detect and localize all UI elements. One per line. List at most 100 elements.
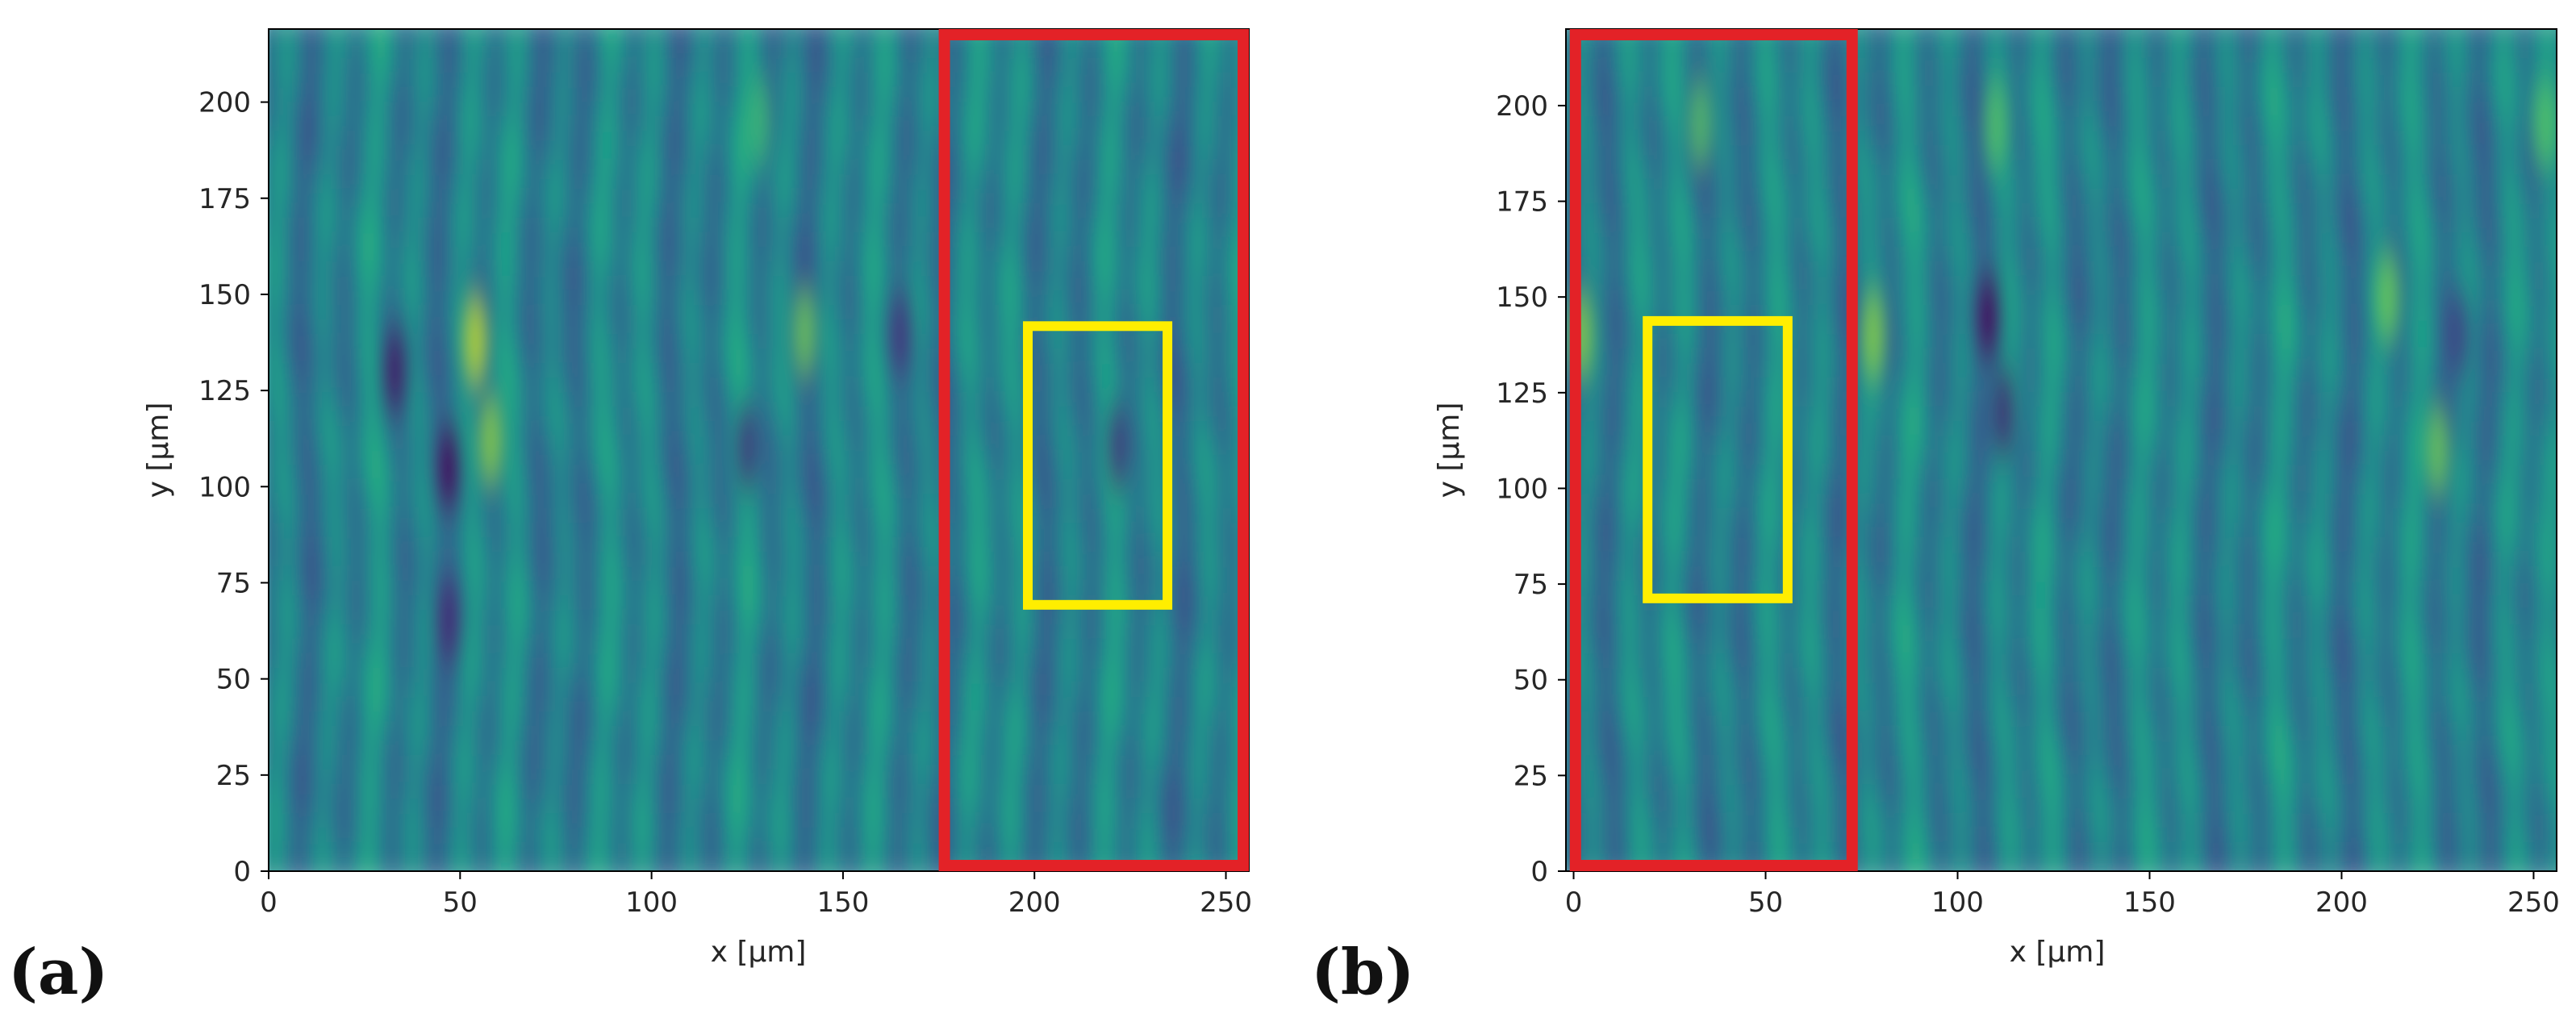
heatmap-cell <box>1222 261 1228 277</box>
heatmap-cell <box>840 276 845 291</box>
heatmap-cell <box>588 218 594 233</box>
heatmap-cell <box>1101 334 1107 349</box>
heatmap-cell <box>380 319 386 335</box>
heatmap-cell <box>395 189 400 204</box>
heatmap-cell <box>850 334 855 349</box>
heatmap-cell <box>888 160 894 175</box>
heatmap-cell <box>1106 58 1112 73</box>
heatmap-cell <box>971 232 976 248</box>
heatmap-cell <box>704 116 710 131</box>
heatmap-cell <box>1145 261 1150 277</box>
heatmap-cell <box>317 319 323 335</box>
heatmap-cell <box>1024 58 1029 73</box>
heatmap-cell <box>961 145 967 161</box>
heatmap-cell <box>467 218 473 233</box>
heatmap-cell <box>1000 348 1005 364</box>
heatmap-cell <box>1121 247 1126 262</box>
heatmap-cell <box>1121 305 1126 320</box>
heatmap-cell <box>332 145 337 161</box>
heatmap-cell <box>791 218 797 233</box>
heatmap-cell <box>443 305 449 320</box>
heatmap-cell <box>424 261 429 277</box>
heatmap-cell <box>293 29 299 30</box>
heatmap-cell <box>574 116 579 131</box>
heatmap-cell <box>1150 189 1155 204</box>
heatmap-cell <box>1251 131 1257 146</box>
heatmap-cell <box>864 189 870 204</box>
heatmap-cell <box>390 218 395 233</box>
heatmap-cell <box>825 348 831 364</box>
heatmap-cell <box>603 305 608 320</box>
heatmap-cell <box>336 218 342 233</box>
heatmap-cell <box>511 58 516 73</box>
heatmap-cell <box>767 131 773 146</box>
heatmap-cell <box>1135 145 1141 161</box>
heatmap-cell <box>1213 276 1218 291</box>
heatmap-cell <box>980 232 986 248</box>
heatmap-cell <box>1193 44 1199 59</box>
heatmap-cell <box>927 58 933 73</box>
heatmap-cell <box>666 160 671 175</box>
heatmap-cell <box>951 290 957 306</box>
heatmap-cell <box>801 131 807 146</box>
heatmap-cell <box>767 102 773 117</box>
heatmap-cell <box>1159 305 1165 320</box>
heatmap-cell <box>588 290 594 306</box>
heatmap-cell <box>278 160 284 175</box>
heatmap-cell <box>1067 29 1073 30</box>
heatmap-cell <box>1019 319 1025 335</box>
heatmap-cell <box>457 363 463 378</box>
heatmap-cell <box>690 247 695 262</box>
heatmap-cell <box>1164 58 1170 73</box>
heatmap-cell <box>1130 232 1136 248</box>
heatmap-cell <box>424 348 429 364</box>
heatmap-cell <box>966 73 971 88</box>
heatmap-cell <box>399 218 405 233</box>
heatmap-cell <box>380 247 386 262</box>
heatmap-cell <box>1179 247 1184 262</box>
heatmap-cell <box>1111 203 1117 219</box>
heatmap-cell <box>433 305 439 320</box>
heatmap-cell <box>622 145 628 161</box>
heatmap-cell <box>482 232 487 248</box>
heatmap-cell <box>317 305 323 320</box>
heatmap-cell <box>850 102 855 117</box>
heatmap-cell <box>1193 290 1199 306</box>
heatmap-cell <box>303 218 308 233</box>
heatmap-cell <box>404 290 410 306</box>
heatmap-cell <box>569 334 574 349</box>
heatmap-cell <box>975 232 981 248</box>
heatmap-cell <box>1096 334 1102 349</box>
heatmap-cell <box>443 87 449 102</box>
heatmap-cell <box>341 58 347 73</box>
heatmap-cell <box>1213 58 1218 73</box>
heatmap-cell <box>414 290 420 306</box>
heatmap-cell <box>511 261 516 277</box>
heatmap-cell <box>666 276 671 291</box>
heatmap-cell <box>303 73 308 88</box>
heatmap-cell <box>467 261 473 277</box>
heatmap-cell <box>719 290 724 306</box>
heatmap-cell <box>564 145 570 161</box>
heatmap-cell <box>520 160 526 175</box>
heatmap-cell <box>632 145 637 161</box>
heatmap-cell <box>845 247 850 262</box>
heatmap-cell <box>1000 218 1005 233</box>
heatmap-cell <box>1222 174 1228 190</box>
heatmap-cell <box>1033 334 1039 349</box>
heatmap-cell <box>433 145 439 161</box>
heatmap-cell <box>932 131 937 146</box>
heatmap-cell <box>1101 348 1107 364</box>
heatmap-cell <box>1077 131 1083 146</box>
heatmap-cell <box>288 232 294 248</box>
heatmap-cell <box>1198 145 1204 161</box>
heatmap-cell <box>482 305 487 320</box>
heatmap-cell <box>554 73 560 88</box>
heatmap-cell <box>336 58 342 73</box>
heatmap-cell <box>496 145 502 161</box>
heatmap-cell <box>1232 102 1238 117</box>
heatmap-cell <box>293 305 299 320</box>
heatmap-cell <box>545 305 550 320</box>
heatmap-cell <box>859 305 865 320</box>
heatmap-cell <box>951 261 957 277</box>
